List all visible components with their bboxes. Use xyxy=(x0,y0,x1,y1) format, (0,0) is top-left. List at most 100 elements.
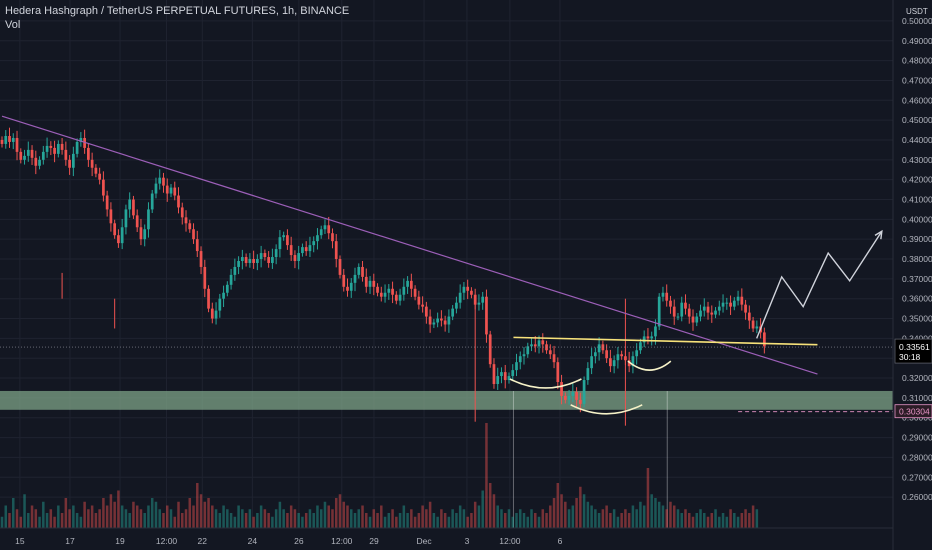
volume-bar xyxy=(477,505,481,528)
candle-body xyxy=(109,209,113,224)
volume-bar xyxy=(680,513,683,528)
pattern-arc xyxy=(570,404,643,415)
volume-bar xyxy=(646,468,650,528)
volume-bar xyxy=(211,505,214,528)
candle-body xyxy=(357,266,361,275)
candle-body xyxy=(605,350,608,359)
price-tick-label: 0.44000 xyxy=(902,135,932,145)
volume-bar xyxy=(128,513,131,528)
volume-bar xyxy=(594,509,597,528)
volume-bar xyxy=(57,505,60,528)
volume-bar xyxy=(263,509,267,528)
candle-body xyxy=(762,332,766,347)
volume-bar xyxy=(612,509,616,528)
volume-bar xyxy=(650,494,653,528)
volume-bar xyxy=(462,509,466,528)
volume-bar xyxy=(248,509,252,528)
volume-bar xyxy=(616,516,620,528)
price-tick-label: 0.32000 xyxy=(902,373,932,383)
candle-body xyxy=(319,229,323,236)
volume-bar xyxy=(507,509,511,528)
volume-bar xyxy=(518,509,522,528)
candle-body xyxy=(440,318,443,321)
volume-bar xyxy=(162,513,165,528)
candle-body xyxy=(515,362,518,371)
candle-body xyxy=(639,342,642,351)
candle-body xyxy=(594,352,597,357)
candle-body xyxy=(30,149,34,158)
volume-bar xyxy=(49,509,53,528)
candle-body xyxy=(263,253,267,258)
candle-body xyxy=(485,296,488,335)
volume-bar xyxy=(150,498,154,528)
candle-body xyxy=(548,350,552,355)
volume-bar xyxy=(714,509,717,528)
candle-body xyxy=(169,187,173,194)
candle-body xyxy=(717,306,721,311)
price-tick-label: 0.37000 xyxy=(902,274,932,284)
candle-body xyxy=(237,261,240,267)
volume-bar xyxy=(642,505,646,528)
candle-body xyxy=(102,179,105,196)
candle-body xyxy=(710,312,714,315)
candle-body xyxy=(364,276,368,287)
price-tick-label: 0.41000 xyxy=(902,194,932,204)
candle-body xyxy=(117,235,120,244)
candle-body xyxy=(646,336,650,339)
candle-body xyxy=(372,280,376,287)
candle-body xyxy=(180,207,184,218)
volume-bar xyxy=(304,513,308,528)
candle-body xyxy=(338,259,342,275)
price-axis[interactable] xyxy=(893,0,932,550)
candle-body xyxy=(376,286,379,293)
volume-bar xyxy=(425,509,428,528)
candle-body xyxy=(94,167,98,174)
price-tick-label: 0.29000 xyxy=(902,433,932,443)
candle-body xyxy=(402,286,406,295)
volume-bar xyxy=(229,513,233,528)
volume-bar xyxy=(181,513,184,528)
volume-bar xyxy=(387,513,391,528)
symbol-title[interactable]: Hedera Hashgraph / TetherUS PERPETUAL FU… xyxy=(5,5,350,17)
support-zone[interactable] xyxy=(0,390,893,410)
volume-bar xyxy=(109,494,113,528)
candle-body xyxy=(530,344,533,347)
price-tick-label: 0.42000 xyxy=(902,175,932,185)
volume-bar xyxy=(725,516,729,528)
volume-bar xyxy=(496,505,499,528)
candle-body xyxy=(19,151,23,160)
volume-bar xyxy=(470,513,473,528)
candle-body xyxy=(222,292,225,299)
candle-body xyxy=(650,336,654,339)
volume-bar xyxy=(308,509,312,528)
volume-bar xyxy=(534,513,537,528)
candle-body xyxy=(627,360,631,367)
volume-bar xyxy=(83,501,86,528)
candle-body xyxy=(736,296,740,301)
candle-body xyxy=(684,302,687,309)
volume-bar xyxy=(45,513,49,528)
candle-body xyxy=(233,266,237,275)
volume-bar xyxy=(267,513,270,528)
volume-bar xyxy=(391,509,394,528)
candle-body xyxy=(706,306,710,313)
trendline[interactable] xyxy=(1,115,818,375)
volume-bar xyxy=(173,516,177,528)
alert-price-badge[interactable] xyxy=(894,404,932,419)
volume-bar xyxy=(278,501,282,528)
candle-body xyxy=(488,334,492,365)
neckline[interactable] xyxy=(513,336,818,346)
volume-bar xyxy=(383,516,387,528)
candle-body xyxy=(541,340,545,345)
volume-bar xyxy=(537,516,541,528)
volume-bar xyxy=(113,501,116,528)
candle-body xyxy=(304,247,308,252)
candle-body xyxy=(458,292,462,303)
candle-body xyxy=(721,302,725,307)
projection-arrowhead xyxy=(874,229,883,240)
candle-body xyxy=(267,257,270,263)
projection-path[interactable] xyxy=(756,230,883,339)
candle-body xyxy=(661,292,665,297)
